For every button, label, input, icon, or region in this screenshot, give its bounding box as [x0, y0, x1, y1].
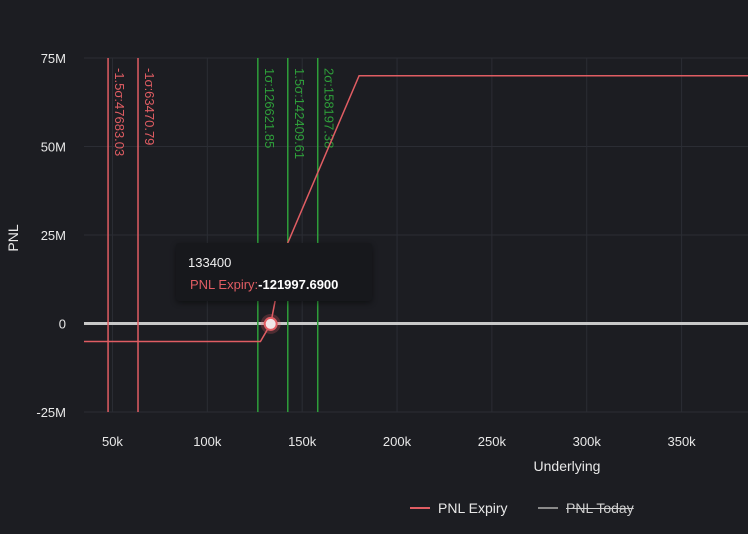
- tooltip-series-name: PNL Expiry:: [190, 277, 259, 292]
- tooltip-x-value: 133400: [188, 255, 232, 270]
- hover-point-marker: [263, 316, 278, 331]
- hover-tooltip: 133400 PNL Expiry:-121997.6900: [176, 243, 372, 301]
- legend-label-pnl-expiry: PNL Expiry: [438, 500, 508, 516]
- x-axis-title: Underlying: [534, 458, 601, 474]
- series-line-pnl-expiry: [84, 74, 748, 343]
- y-tick-label: -25M: [36, 405, 66, 420]
- x-tick-label: 250k: [478, 434, 507, 449]
- x-tick-label: 350k: [667, 434, 696, 449]
- tooltip-series-value: -121997.6900: [258, 277, 339, 292]
- y-tick-label: 75M: [41, 51, 66, 66]
- x-tick-label: 150k: [288, 434, 317, 449]
- legend-swatch-pnl-expiry: [410, 507, 430, 510]
- x-tick-label: 50k: [102, 434, 123, 449]
- legend-swatch-pnl-today: [538, 507, 558, 510]
- x-tick-label: 200k: [383, 434, 412, 449]
- tooltip-row: PNL Expiry:-121997.6900: [190, 277, 338, 292]
- sigma-marker-label: 2σ:158197.38: [322, 68, 337, 148]
- legend-item-pnl-today[interactable]: PNL Today: [538, 500, 634, 516]
- x-tick-label: 300k: [573, 434, 602, 449]
- legend-label-pnl-today: PNL Today: [566, 500, 634, 516]
- legend-item-pnl-expiry[interactable]: PNL Expiry: [410, 500, 508, 516]
- y-tick-label: 50M: [41, 140, 66, 155]
- sigma-marker-label: 1.5σ:142409.61: [292, 68, 307, 159]
- y-tick-label: 25M: [41, 228, 66, 243]
- y-axis-title: PNL: [5, 224, 21, 251]
- sigma-marker-label: -1σ:63470.79: [142, 68, 157, 145]
- y-tick-label: 0: [59, 317, 66, 332]
- sigma-marker-label: -1.5σ:47683.03: [112, 68, 127, 156]
- x-tick-label: 100k: [193, 434, 222, 449]
- sigma-marker-label: 1σ:126621.85: [262, 68, 277, 148]
